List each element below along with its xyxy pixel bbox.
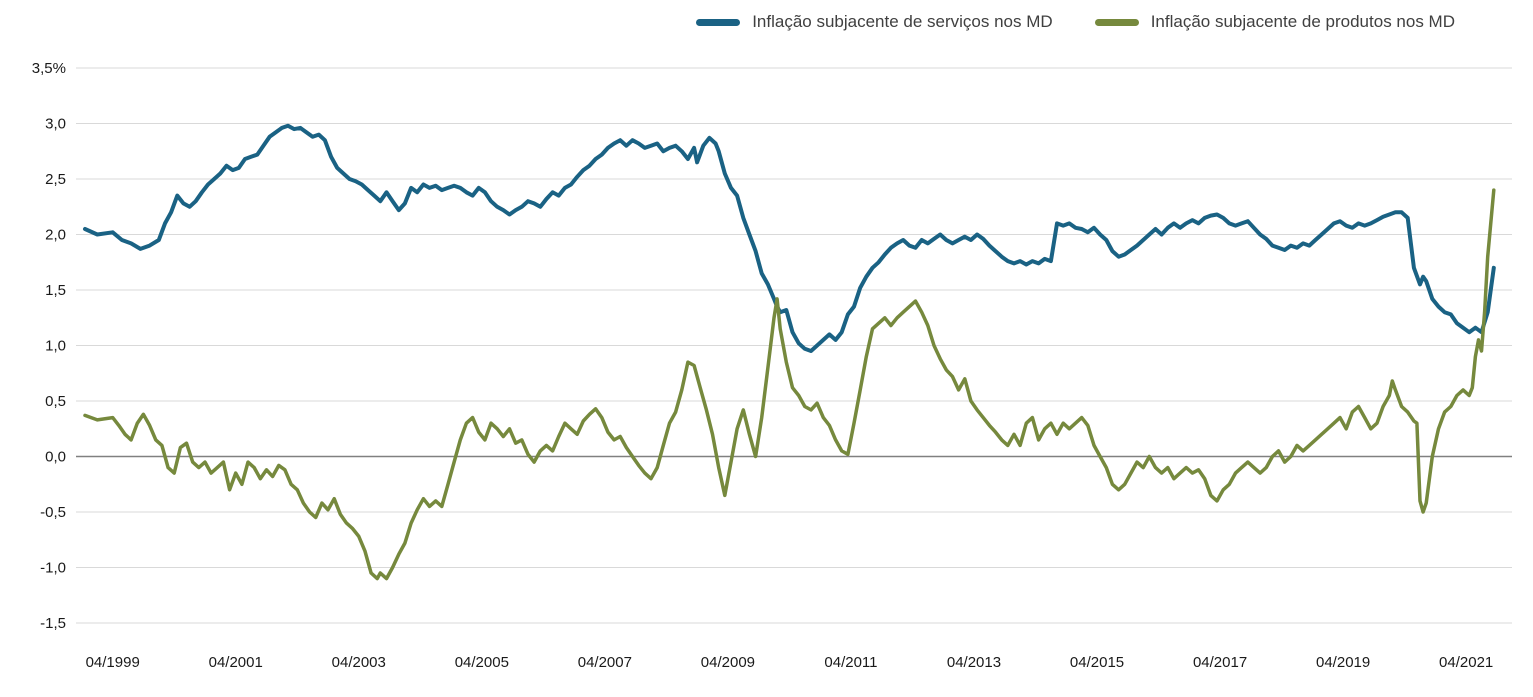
- x-tick-label: 04/2011: [824, 654, 877, 671]
- y-tick-label: 0,5: [45, 393, 66, 410]
- x-tick-label: 04/2003: [332, 654, 386, 671]
- y-tick-label: 0,0: [45, 449, 66, 466]
- x-tick-label: 04/2021: [1439, 654, 1493, 671]
- x-tick-label: 04/2015: [1070, 654, 1124, 671]
- legend-item-goods: Inflação subjacente de produtos nos MD: [1094, 12, 1455, 32]
- legend-label-goods: Inflação subjacente de produtos nos MD: [1150, 12, 1455, 31]
- y-tick-label: 1,0: [45, 338, 66, 355]
- y-tick-label: -1,0: [40, 560, 66, 577]
- x-tick-label: 04/2001: [209, 654, 263, 671]
- y-tick-label: 2,5: [45, 171, 66, 188]
- y-tick-label: 2,0: [45, 227, 66, 244]
- series-line-services: [83, 123, 1496, 353]
- y-tick-label: 3,5%: [32, 60, 66, 77]
- y-tick-label: -0,5: [40, 504, 66, 521]
- legend-item-services: Inflação subjacente de serviços nos MD: [696, 12, 1053, 32]
- x-tick-label: 04/2007: [578, 654, 632, 671]
- x-tick-label: 04/2013: [947, 654, 1001, 671]
- series-line-goods: [83, 188, 1496, 581]
- legend-swatch-services-line-icon: [696, 18, 741, 26]
- y-tick-label: -1,5: [40, 615, 66, 632]
- x-tick-label: 04/2017: [1193, 654, 1247, 671]
- x-tick-label: 04/2005: [455, 654, 509, 671]
- x-tick-label: 04/2009: [701, 654, 755, 671]
- legend-swatch-goods-line-icon: [1094, 18, 1139, 26]
- y-tick-label: 1,5: [45, 282, 66, 299]
- y-tick-label: 3,0: [45, 116, 66, 133]
- chart-legend: Inflação subjacente de serviços nos MD I…: [696, 12, 1455, 32]
- x-tick-label: 04/1999: [86, 654, 140, 671]
- x-tick-label: 04/2019: [1316, 654, 1370, 671]
- legend-label-services: Inflação subjacente de serviços nos MD: [752, 12, 1053, 31]
